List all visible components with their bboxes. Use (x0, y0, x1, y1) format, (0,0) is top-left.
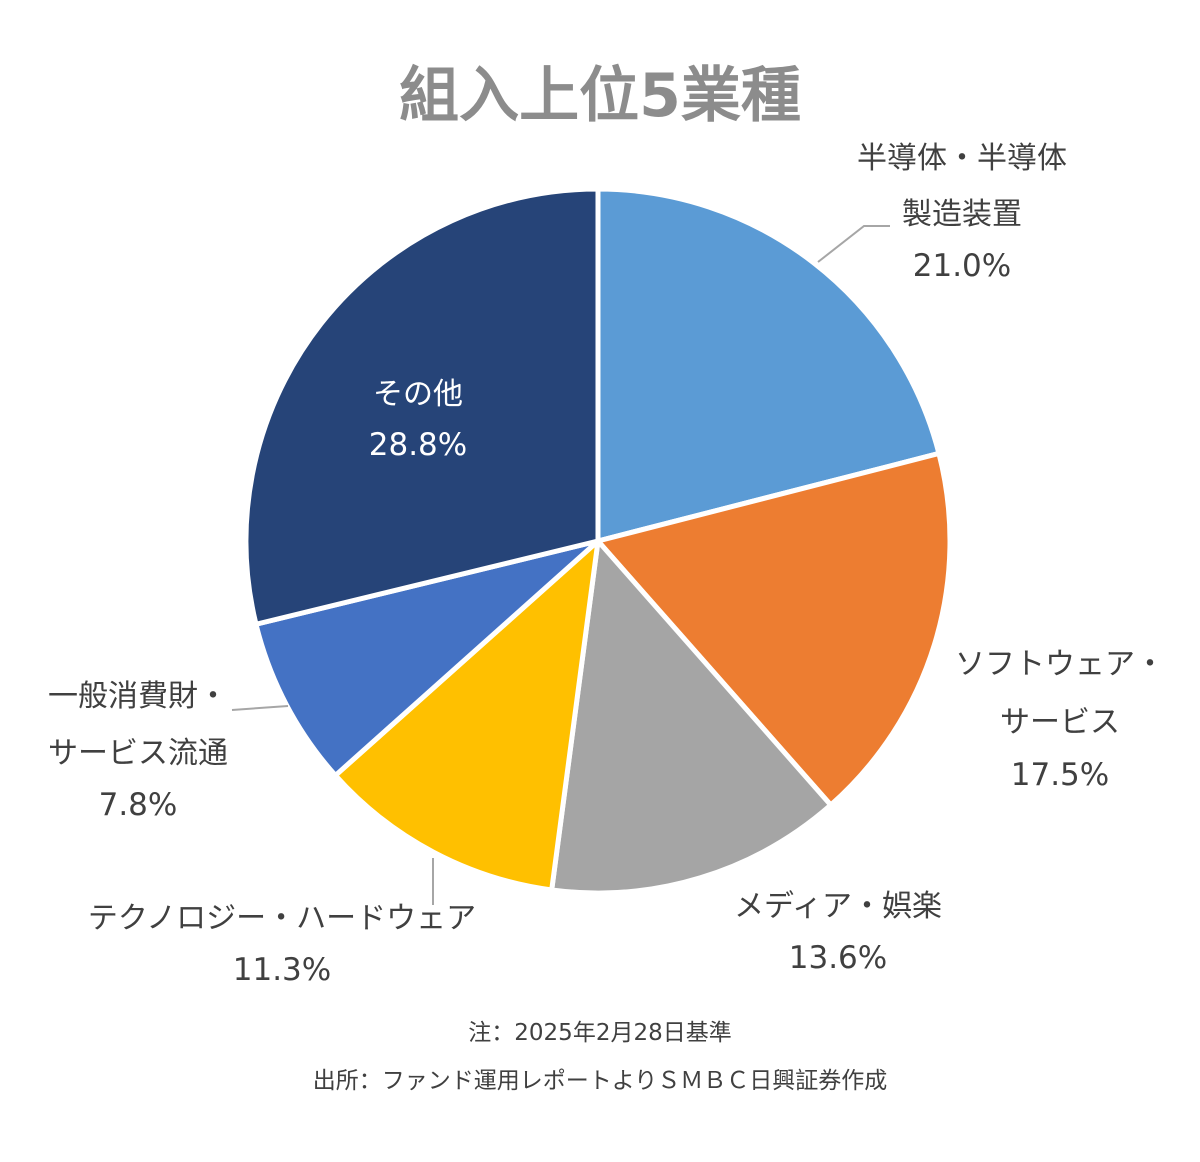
slice-label-3-line-1: メディア・娯楽 (734, 889, 942, 924)
pie-slice-2 (595, 450, 953, 808)
chart-title: 組入上位5業種 (399, 61, 801, 131)
slice-label-1-line-1: 半導体・半導体 (857, 141, 1067, 176)
slice-value-label-3: 13.6% (789, 940, 887, 976)
slice-value-label-6: 28.8% (369, 427, 467, 463)
slice-label-6-line-1: その他 (373, 377, 463, 412)
slice-label-2-line-1: ソフトウェア・ (955, 647, 1165, 682)
source-note: 出所：ファンド運用レポートよりＳＭＢＣ日興証券作成 (313, 1068, 888, 1094)
pie-slice-6 (243, 186, 601, 627)
slice-label-4-line-1: テクノロジー・ハードウェア (88, 901, 476, 936)
slice-label-1-line-2: 製造装置 (902, 197, 1022, 232)
slice-label-2-line-2: サービス (1000, 705, 1120, 740)
pie-slice-3 (549, 538, 834, 896)
pie-slices (243, 186, 953, 896)
leader-lines (231, 225, 890, 905)
date-note: 注：2025年2月28日基準 (468, 1020, 731, 1046)
pie-slice-5 (253, 538, 601, 778)
slice-label-5-line-1: 一般消費財・ (48, 679, 228, 714)
slice-label-5-line-2: サービス流通 (48, 736, 228, 771)
pie-slice-1 (595, 186, 942, 544)
slice-value-label-1: 21.0% (913, 248, 1011, 284)
pie-slice-4 (332, 538, 601, 893)
leader-line-1 (817, 225, 890, 263)
slice-value-label-2: 17.5% (1011, 757, 1109, 793)
slice-value-label-4: 11.3% (233, 952, 331, 988)
leader-line-5 (231, 705, 289, 711)
slice-value-label-5: 7.8% (99, 787, 178, 823)
